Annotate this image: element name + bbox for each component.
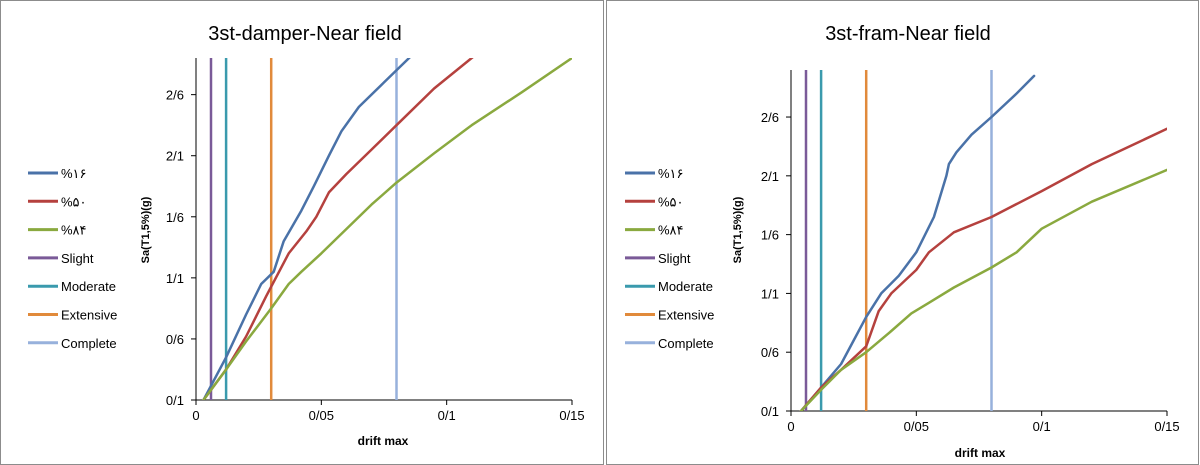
- chart-panel-1: 3st-damper-Near field Sa(T1,5%)(g) drift…: [0, 0, 604, 465]
- plot-area-2: [790, 70, 1167, 412]
- legend-label: %۵۰: [658, 194, 684, 209]
- x-tick-label: 0/15: [559, 408, 584, 423]
- legend-2: %۱۶ %۵۰ %۸۴ Slight Moderate Extensive Complete: [625, 166, 714, 351]
- x-tick-label: 0: [192, 408, 199, 423]
- y-tick-label: 2/1: [166, 149, 184, 164]
- plot-area-1: [195, 58, 572, 401]
- chart-frame-2: [606, 0, 1199, 465]
- series-line-: [799, 168, 1167, 411]
- series-line-: [202, 58, 572, 400]
- x-tick-label: 0: [787, 419, 794, 434]
- series-line-: [202, 58, 474, 400]
- tick-labels-1: 0 0/05 0/1 0/15 0/1 0/6 1/1 1/6 2/1 2/6: [166, 88, 585, 423]
- y-tick-label: 0/6: [166, 332, 184, 347]
- legend-label: Moderate: [61, 279, 116, 294]
- y-tick-label: 0/1: [166, 393, 184, 408]
- legend-label: Extensive: [61, 308, 117, 323]
- y-axis-label-1: Sa(T1,5%)(g): [140, 196, 152, 263]
- legend-label: Complete: [658, 336, 714, 351]
- y-tick-label: 1/6: [166, 210, 184, 225]
- y-tick-label: 2/6: [166, 88, 184, 103]
- legend-label: Slight: [61, 251, 94, 266]
- series-lines: [799, 70, 1167, 411]
- series-line-: [799, 74, 1036, 411]
- x-tick-label: 0/05: [904, 419, 929, 434]
- y-tick-label: 2/6: [761, 110, 779, 125]
- y-tick-label: 1/1: [761, 286, 779, 301]
- legend-label: Extensive: [658, 308, 714, 323]
- x-tick-label: 0/1: [438, 408, 456, 423]
- chart-frame-1: [0, 0, 604, 465]
- legend-label: %۸۴: [61, 223, 87, 238]
- legend-label: %۸۴: [658, 223, 684, 238]
- x-axis-label-2: drift max: [955, 446, 1006, 460]
- x-tick-label: 0/1: [1033, 419, 1051, 434]
- x-tick-label: 0/15: [1154, 419, 1179, 434]
- y-tick-label: 0/6: [761, 345, 779, 360]
- legend-label: Moderate: [658, 279, 713, 294]
- legend-1: %۱۶ %۵۰ %۸۴ Slight Moderate Extensive Complete: [28, 166, 117, 351]
- tick-labels-2: 0 0/05 0/1 0/15 0/1 0/6 1/1 1/6 2/1 2/6: [761, 110, 1180, 434]
- x-axis-label-1: drift max: [358, 434, 409, 448]
- x-tick-label: 0/05: [309, 408, 334, 423]
- chart-title-2: 3st-fram-Near field: [825, 23, 991, 45]
- chart-title-1: 3st-damper-Near field: [208, 23, 401, 45]
- series-lines: [202, 58, 572, 400]
- y-tick-label: 2/1: [761, 169, 779, 184]
- legend-label: %۱۶: [61, 166, 87, 181]
- y-tick-label: 1/1: [166, 271, 184, 286]
- y-tick-label: 0/1: [761, 404, 779, 419]
- chart-panel-2: 3st-fram-Near field Sa(T1,5%)(g) drift m…: [606, 0, 1199, 465]
- y-tick-label: 1/6: [761, 228, 779, 243]
- legend-label: %۱۶: [658, 166, 684, 181]
- y-axis-label-2: Sa(T1,5%)(g): [732, 196, 744, 263]
- series-line-: [202, 58, 411, 400]
- legend-label: %۵۰: [61, 194, 87, 209]
- legend-label: Slight: [658, 251, 691, 266]
- legend-label: Complete: [61, 336, 117, 351]
